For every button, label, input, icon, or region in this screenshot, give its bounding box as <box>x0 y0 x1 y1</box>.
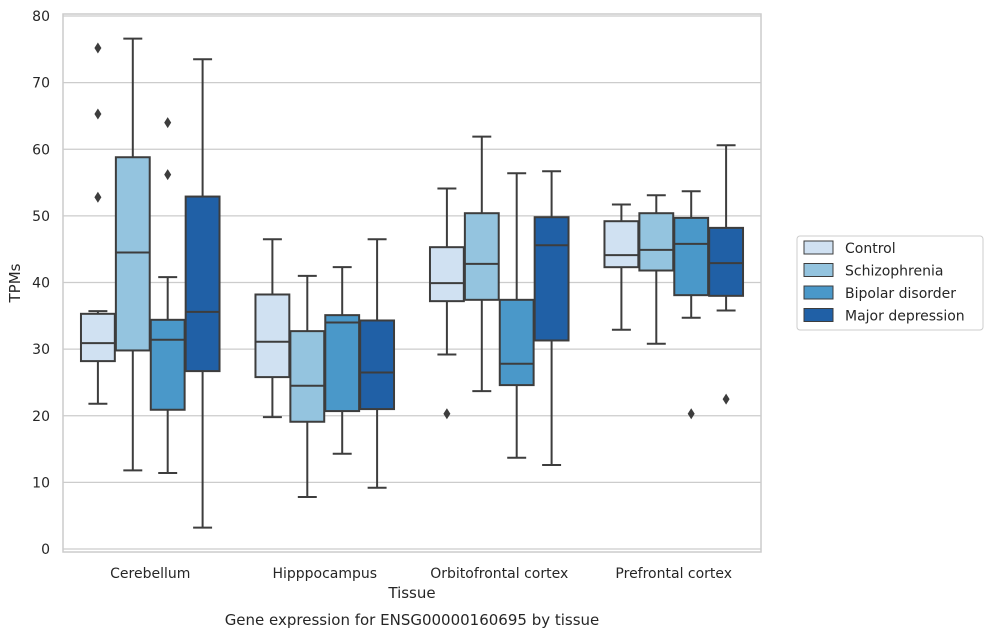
legend-label: Control <box>845 241 896 257</box>
box-group <box>324 266 361 455</box>
outlier-point <box>443 408 451 420</box>
box <box>638 212 675 272</box>
box-group <box>149 117 186 475</box>
chart-title: Gene expression for ENSG00000160695 by t… <box>225 611 600 629</box>
outlier-point <box>94 42 102 54</box>
x-tick-label: Cerebellum <box>110 566 190 582</box>
box <box>603 220 640 269</box>
box-group <box>463 135 500 393</box>
box <box>289 330 326 423</box>
legend-swatch <box>803 308 834 322</box>
outlier-point <box>94 191 102 203</box>
outlier-point <box>164 117 172 129</box>
y-tick-label: 20 <box>32 409 50 425</box>
box-group <box>359 238 396 489</box>
box-group <box>289 274 326 499</box>
y-tick-label: 70 <box>32 76 50 92</box>
box-group <box>533 170 570 467</box>
y-tick-label: 50 <box>32 209 50 225</box>
outlier-point <box>687 408 695 420</box>
y-tick-labels: 0 10 20 30 40 50 60 70 80 <box>32 9 50 558</box>
outlier-point <box>722 393 730 405</box>
y-tick-label: 60 <box>32 142 50 158</box>
legend-swatch <box>803 240 834 255</box>
y-tick-label: 80 <box>32 9 50 25</box>
legend-swatch <box>803 263 834 277</box>
x-tick-label: Orbitofrontal cortex <box>430 566 568 582</box>
legend-label: Schizophrenia <box>845 264 943 280</box>
box <box>463 212 500 301</box>
box-group <box>79 42 116 405</box>
x-axis-label: Tissue <box>387 584 435 602</box>
box <box>359 319 396 411</box>
box <box>324 314 361 413</box>
box-group <box>673 190 710 420</box>
x-tick-labels: Cerebellum Hipppocampus Orbitofrontal cort… <box>110 566 732 582</box>
legend: Control Schizophrenia Bipolar disorder Majo… <box>796 235 984 331</box>
box-groups <box>79 37 745 529</box>
outlier-point <box>164 169 172 181</box>
y-tick-label: 10 <box>32 475 50 491</box>
box-group <box>114 37 151 472</box>
box-group <box>638 194 675 345</box>
box <box>673 216 710 297</box>
box <box>79 312 116 363</box>
y-tick-label: 40 <box>32 276 50 292</box>
box <box>428 246 465 303</box>
box <box>114 156 151 352</box>
box-group <box>603 203 640 331</box>
box-group <box>184 58 221 529</box>
box <box>149 318 186 411</box>
box <box>184 195 221 373</box>
y-axis-label: TPMs <box>6 263 24 303</box>
box-group <box>498 172 535 459</box>
legend-frame <box>796 235 984 331</box>
y-tick-label: 30 <box>32 342 50 358</box>
box <box>254 293 291 379</box>
y-tick-label: 0 <box>41 542 50 558</box>
legend-label: Major depression <box>845 309 965 325</box>
box <box>533 216 570 342</box>
box <box>498 298 535 387</box>
legend-swatch <box>803 285 834 300</box>
x-tick-label: Prefrontal cortex <box>615 566 732 582</box>
x-tick-label: Hipppocampus <box>272 566 377 582</box>
box-group <box>428 187 465 420</box>
box-group <box>254 238 291 419</box>
legend-label: Bipolar disorder <box>845 286 956 302</box>
box-group <box>708 144 745 405</box>
outlier-point <box>94 108 102 120</box>
box <box>708 226 745 297</box>
